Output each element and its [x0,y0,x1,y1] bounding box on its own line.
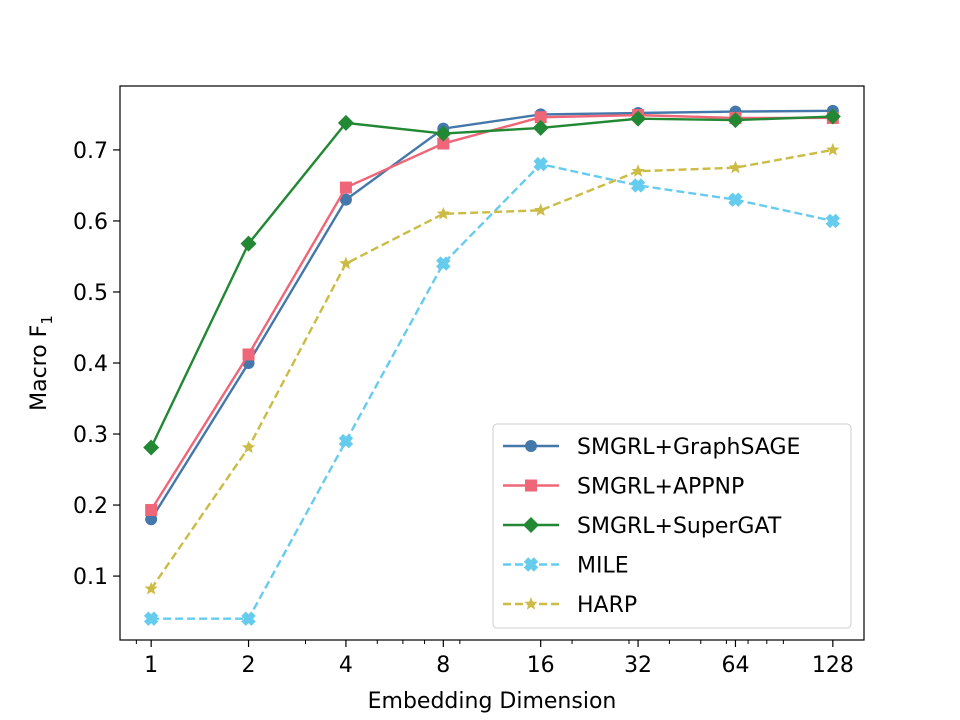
legend: SMGRL+GraphSAGE SMGRL+APPNP SMGRL+SuperGAT… [492,423,852,629]
legend-box [492,423,852,629]
legend-item: SMGRL+GraphSAGE [503,435,800,460]
data-point [338,433,354,449]
data-point [339,181,352,194]
series-line [151,162,834,620]
x-tick-label: 2 [242,653,256,678]
x-tick-label: 64 [721,653,749,678]
data-point [145,513,158,526]
legend-item: SMGRL+SuperGAT [503,514,782,539]
y-tick-label: 0.4 [73,352,108,377]
legend-label: SMGRL+GraphSAGE [577,435,800,460]
data-point [337,114,354,131]
data-point [825,213,841,229]
data-point [631,164,645,177]
data-point [145,504,158,517]
data-point [728,192,743,207]
legend-marker [523,557,539,572]
x-tick-label: 8 [436,653,450,678]
data-point [437,137,450,150]
y-tick-label: 0.2 [73,494,108,519]
x-axis: 1 2 4 8 16 32 64 128 [135,640,854,678]
y-tick-label: 0.1 [73,565,108,590]
data-point [728,160,743,174]
y-axis-title-subscript: 1 [38,315,56,325]
data-point [630,178,646,193]
series-mile [143,156,841,626]
data-point [241,611,256,626]
data-point [435,125,452,142]
legend-item: SMGRL+APPNP [503,475,744,500]
y-tick-label: 0.7 [73,139,108,164]
y-axis-title: Macro F1 [27,315,56,411]
series-line [150,148,834,590]
y-axis: 0.1 0.2 0.3 0.4 0.5 0.6 0.7 [73,139,120,590]
data-point [144,581,158,595]
data-point [630,110,647,127]
data-point [436,256,451,271]
data-point [240,235,257,252]
data-point [436,206,450,220]
x-axis-title: Embedding Dimension [368,689,617,714]
data-point [824,108,841,125]
legend-label: SMGRL+SuperGAT [577,514,782,539]
legend-item: HARP [503,593,637,618]
x-tick-label: 32 [624,653,652,678]
legend-marker [525,479,537,492]
data-point [534,203,548,216]
data-point [826,142,840,156]
y-tick-label: 0.5 [73,281,108,306]
data-point [727,112,744,129]
legend-marker [525,440,537,452]
data-point [339,256,353,270]
data-point [143,611,159,626]
series-line [150,109,833,520]
data-point [143,439,160,456]
series-layer [143,104,841,626]
x-tick-label: 1 [144,653,158,678]
legend-marker [524,597,538,610]
legend-label: HARP [577,593,637,618]
y-tick-label: 0.3 [73,423,108,448]
data-point [534,111,547,124]
legend-label: MILE [577,554,629,579]
legend-item: MILE [503,554,629,579]
data-point [242,348,255,361]
x-tick-label: 4 [339,653,353,678]
legend-label: SMGRL+APPNP [577,475,744,500]
y-tick-label: 0.6 [73,210,108,235]
data-point [241,440,256,454]
series-smgrl-supergat [143,108,841,456]
x-tick-label: 16 [527,653,555,678]
x-tick-label: 128 [812,653,854,678]
data-point [339,193,352,206]
series-line [150,115,833,449]
data-point [533,156,548,172]
series-harp [144,142,840,595]
data-point [532,119,549,136]
legend-marker [523,517,539,533]
